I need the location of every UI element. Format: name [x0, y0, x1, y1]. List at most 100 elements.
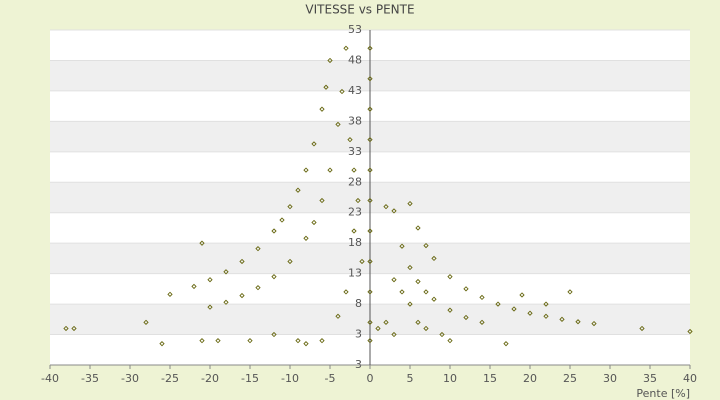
y-tick-label: 8: [355, 297, 362, 310]
point: [519, 292, 525, 298]
point: [447, 274, 453, 280]
x-tick-label: -20: [201, 372, 219, 385]
point: [367, 76, 373, 82]
point: [367, 167, 373, 173]
point: [375, 325, 381, 332]
point: [687, 328, 693, 335]
point: [223, 299, 229, 305]
point: [319, 106, 325, 112]
point: [511, 306, 517, 312]
point: [287, 258, 293, 265]
point: [367, 289, 373, 295]
point: [287, 203, 293, 210]
point: [367, 228, 373, 234]
point: [391, 208, 397, 214]
point: [339, 88, 345, 95]
y-tick-label: 18: [348, 236, 362, 249]
x-tick-label: -30: [121, 372, 139, 385]
x-tick-label: 20: [523, 372, 537, 385]
point: [335, 313, 341, 319]
point: [495, 301, 501, 307]
point: [271, 274, 277, 280]
point: [391, 331, 397, 338]
point: [383, 203, 389, 210]
point: [207, 277, 213, 283]
point: [335, 121, 341, 128]
point: [223, 269, 229, 275]
point: [295, 337, 301, 344]
point: [367, 106, 373, 112]
x-tick-label: 25: [563, 372, 577, 385]
point: [199, 240, 205, 246]
point: [479, 319, 485, 326]
point: [543, 313, 549, 319]
point: [327, 167, 333, 173]
point: [447, 337, 453, 344]
y-tick-label: 3: [355, 328, 362, 341]
x-tick-label: 0: [367, 372, 374, 385]
x-axis-label: Pente [%]: [636, 387, 690, 400]
point: [159, 341, 165, 347]
point: [431, 296, 437, 302]
point: [247, 337, 253, 344]
point: [63, 325, 69, 332]
point: [351, 228, 357, 234]
point: [311, 219, 317, 226]
point: [327, 57, 333, 64]
x-tick-label: 10: [443, 372, 457, 385]
x-tick-label: 35: [643, 372, 657, 385]
point: [399, 289, 405, 295]
point: [423, 325, 429, 332]
point: [303, 341, 309, 347]
point: [463, 286, 469, 292]
point: [255, 285, 261, 291]
point: [407, 264, 413, 271]
point: [239, 258, 245, 265]
x-tick-label: -40: [41, 372, 59, 385]
y-tick-label: 33: [348, 145, 362, 158]
y-tick-label: 13: [348, 267, 362, 280]
point: [447, 307, 453, 313]
x-tick-label: -15: [241, 372, 259, 385]
point: [439, 331, 445, 338]
point: [479, 294, 485, 301]
x-tick-label: 5: [407, 372, 414, 385]
point: [567, 289, 573, 295]
point: [191, 283, 197, 290]
point: [71, 325, 77, 332]
point: [367, 337, 373, 344]
x-tick-label: -35: [81, 372, 99, 385]
point: [415, 319, 421, 326]
x-tick-label: -5: [325, 372, 336, 385]
point: [503, 341, 509, 347]
point: [391, 277, 397, 283]
point: [239, 292, 245, 299]
point: [359, 258, 365, 265]
chart-title: VITESSE vs PENTE: [305, 3, 414, 17]
point: [167, 291, 173, 297]
point: [415, 225, 421, 231]
point: [423, 242, 429, 249]
point: [207, 304, 213, 310]
y-tick-label: 38: [348, 114, 362, 127]
point: [319, 337, 325, 344]
point: [279, 217, 285, 223]
point: [399, 243, 405, 249]
x-tick-label: 30: [603, 372, 617, 385]
point: [367, 319, 373, 326]
point: [559, 316, 565, 322]
y-tick-label: 28: [348, 175, 362, 188]
point: [367, 258, 373, 265]
point: [303, 235, 309, 241]
point: [303, 167, 309, 173]
point: [351, 167, 357, 173]
point: [639, 325, 645, 332]
point: [367, 197, 373, 204]
point: [271, 228, 277, 234]
point: [199, 337, 205, 344]
point: [575, 319, 581, 325]
point: [215, 337, 221, 344]
point: [343, 289, 349, 295]
point: [383, 319, 389, 326]
point: [143, 319, 149, 326]
